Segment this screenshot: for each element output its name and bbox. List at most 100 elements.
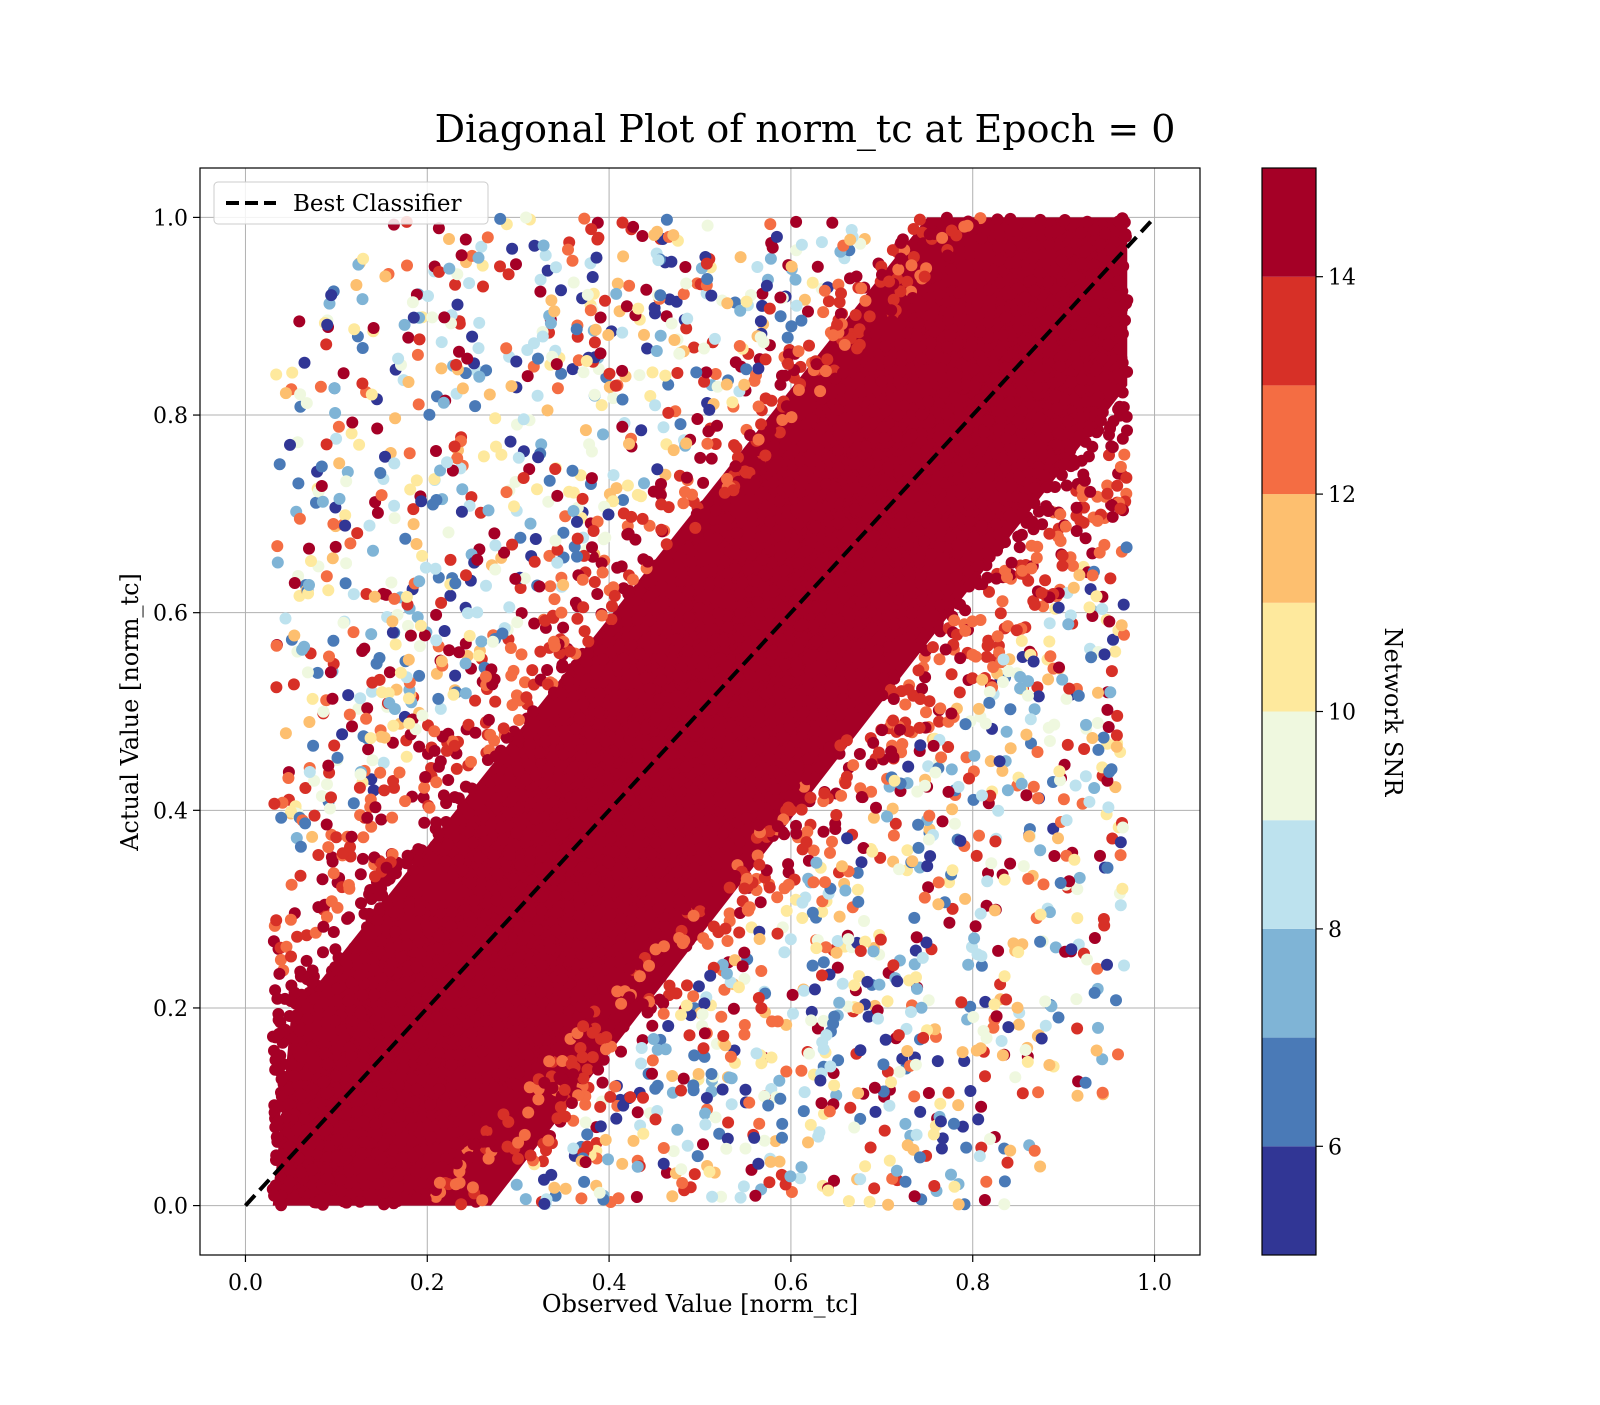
scatter-point [365, 628, 377, 640]
scatter-point [467, 1181, 479, 1193]
scatter-point [455, 1198, 467, 1210]
scatter-point [316, 480, 328, 492]
scatter-point [837, 978, 849, 990]
scatter-point [388, 593, 400, 605]
scatter-point [616, 327, 628, 339]
scatter-point [280, 613, 292, 625]
scatter-point [992, 213, 1004, 225]
scatter-point [842, 606, 854, 618]
scatter-point [980, 718, 992, 730]
scatter-point [1033, 690, 1045, 702]
scatter-point [785, 933, 797, 945]
scatter-point [632, 1106, 644, 1118]
scatter-point [856, 856, 868, 868]
scatter-point [905, 1006, 917, 1018]
scatter-point [755, 965, 767, 977]
scatter-point [671, 367, 683, 379]
scatter-point [899, 699, 911, 711]
scatter-point [949, 818, 961, 830]
scatter-point [1002, 1157, 1014, 1169]
scatter-point [981, 875, 993, 887]
scatter-point [511, 1079, 523, 1091]
scatter-point [520, 1193, 532, 1205]
scatter-point [736, 599, 748, 611]
scatter-point [354, 782, 366, 794]
scatter-point [285, 995, 297, 1007]
scatter-point [1084, 601, 1096, 613]
scatter-point [286, 367, 298, 379]
scatter-point [684, 1029, 696, 1041]
scatter-point [452, 299, 464, 311]
scatter-point [651, 463, 663, 475]
scatter-point [932, 289, 944, 301]
scatter-point [332, 752, 344, 764]
scatter-point [488, 527, 500, 539]
scatter-point [1017, 1087, 1029, 1099]
scatter-point [317, 946, 329, 958]
scatter-point [361, 702, 373, 714]
scatter-point [542, 404, 554, 416]
scatter-point [805, 1119, 817, 1131]
scatter-point [981, 651, 993, 663]
scatter-point [1070, 780, 1082, 792]
scatter-point [420, 1193, 432, 1205]
scatter-point [701, 1092, 713, 1104]
scatter-point [721, 968, 733, 980]
scatter-point [430, 609, 442, 621]
scatter-point [640, 284, 652, 296]
scatter-point [855, 386, 867, 398]
scatter-point [329, 407, 341, 419]
scatter-point [477, 825, 489, 837]
scatter-point [943, 1087, 955, 1099]
scatter-point [634, 369, 646, 381]
scatter-point [532, 353, 544, 365]
scatter-point [357, 831, 369, 843]
scatter-point [832, 444, 844, 456]
scatter-point [550, 535, 562, 547]
scatter-point [830, 809, 842, 821]
scatter-point [778, 946, 790, 958]
scatter-point [671, 622, 683, 634]
scatter-point [356, 378, 368, 390]
scatter-point [1034, 412, 1046, 424]
scatter-point [303, 716, 315, 728]
scatter-point [893, 863, 905, 875]
scatter-point [922, 881, 934, 893]
scatter-point [449, 279, 461, 291]
scatter-point [934, 1098, 946, 1110]
scatter-point [979, 1070, 991, 1082]
scatter-point [551, 557, 563, 569]
scatter-point [440, 856, 452, 868]
scatter-point [681, 796, 693, 808]
scatter-point [908, 1090, 920, 1102]
scatter-point [1098, 732, 1110, 744]
scatter-point [409, 1165, 421, 1177]
scatter-point [639, 723, 651, 735]
scatter-point [510, 258, 522, 270]
scatter-point [651, 866, 663, 878]
scatter-point [545, 294, 557, 306]
scatter-point [524, 1081, 536, 1093]
scatter-point [473, 252, 485, 264]
scatter-point [322, 841, 334, 853]
scatter-point [774, 292, 786, 304]
scatter-point [1014, 448, 1026, 460]
scatter-point [1031, 552, 1043, 564]
scatter-point [1080, 719, 1092, 731]
scatter-point [765, 1156, 777, 1168]
scatter-point [327, 518, 339, 530]
scatter-point [635, 1058, 647, 1070]
scatter-point [701, 438, 713, 450]
scatter-point [902, 761, 914, 773]
scatter-point [580, 1116, 592, 1128]
scatter-point [1094, 850, 1106, 862]
scatter-point [414, 640, 426, 652]
scatter-point [807, 907, 819, 919]
scatter-point [689, 522, 701, 534]
scatter-point [570, 723, 582, 735]
scatter-point [771, 231, 783, 243]
scatter-point [1049, 481, 1061, 493]
scatter-point [1001, 525, 1013, 537]
scatter-point [856, 791, 868, 803]
scatter-point [801, 826, 813, 838]
